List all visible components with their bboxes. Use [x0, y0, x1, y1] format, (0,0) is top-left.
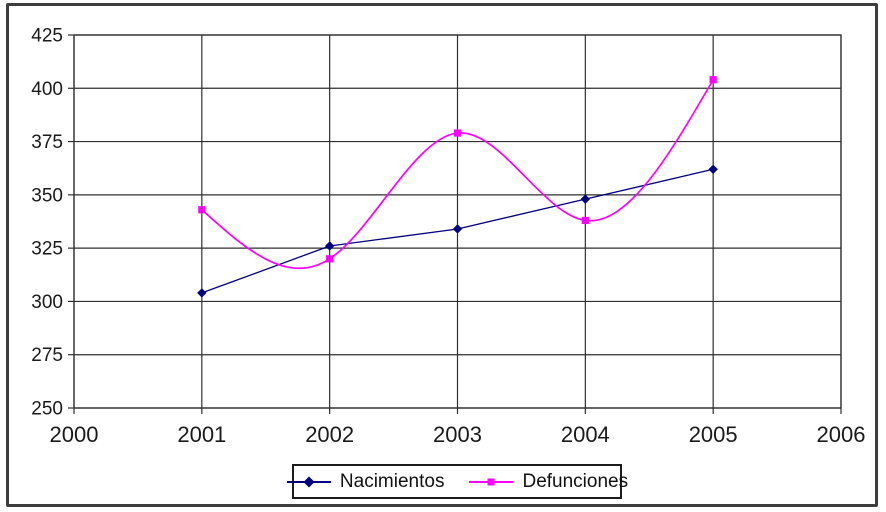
plot-border	[73, 34, 842, 409]
x-tick-label: 2001	[177, 422, 226, 447]
defunciones-line-marker-icon	[469, 478, 514, 485]
data-point-defunciones[interactable]	[581, 216, 589, 225]
data-point-nacimientos[interactable]	[580, 194, 591, 204]
data-point-nacimientos[interactable]	[452, 224, 463, 234]
legend-label-defunciones: Defunciones	[522, 470, 629, 492]
y-tick-label: 350	[31, 185, 63, 206]
y-tick-label: 425	[31, 26, 63, 47]
y-tick-label: 325	[31, 239, 63, 260]
legend-item-defunciones[interactable]: Defunciones	[468, 471, 628, 493]
legend-item-nacimientos[interactable]: Nacimientos	[286, 470, 445, 493]
data-point-nacimientos[interactable]	[324, 241, 335, 251]
x-tick-label: 2006	[817, 422, 866, 447]
legend[interactable]: Nacimientos Defunciones	[286, 464, 628, 499]
x-tick-label: 2002	[305, 422, 354, 447]
nacimientos-line-marker-icon	[286, 476, 331, 487]
data-point-nacimientos[interactable]	[708, 164, 718, 174]
y-tick-label: 300	[31, 292, 63, 313]
y-tick-label: 275	[31, 345, 63, 366]
chart-outer-border	[6, 3, 878, 507]
data-point-defunciones[interactable]	[453, 129, 462, 137]
x-tick-label: 2000	[50, 422, 99, 447]
x-tick-label: 2003	[433, 422, 482, 447]
data-point-defunciones[interactable]	[326, 255, 334, 263]
data-point-nacimientos[interactable]	[197, 288, 207, 298]
x-tick-label: 2004	[561, 422, 610, 447]
legend-label-nacimientos: Nacimientos	[339, 470, 445, 492]
data-point-defunciones[interactable]	[709, 76, 717, 84]
data-point-defunciones[interactable]	[198, 206, 206, 214]
y-tick-label: 400	[31, 79, 63, 100]
x-tick-label: 2005	[689, 422, 738, 447]
y-tick-label: 375	[31, 132, 63, 153]
y-tick-label: 250	[31, 399, 63, 420]
